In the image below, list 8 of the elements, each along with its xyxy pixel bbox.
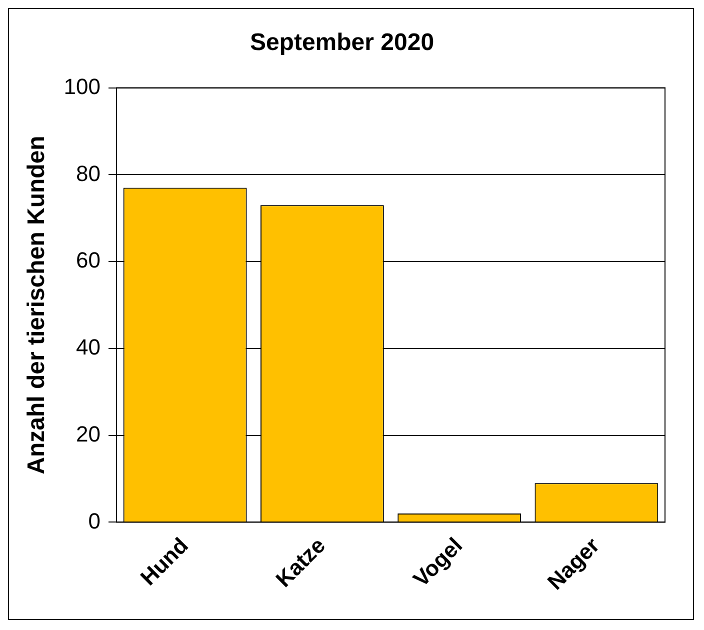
y-tick-label: 80 bbox=[76, 160, 101, 186]
y-axis-title: Anzahl der tierischen Kunden bbox=[23, 136, 50, 474]
y-tick-label: 60 bbox=[76, 248, 101, 273]
y-tick-label: 20 bbox=[76, 421, 101, 446]
y-tick-label: 0 bbox=[88, 508, 101, 534]
y-tick-label: 40 bbox=[76, 334, 101, 360]
chart-title: September 2020 bbox=[250, 29, 434, 56]
y-tick-label: 100 bbox=[64, 74, 101, 99]
